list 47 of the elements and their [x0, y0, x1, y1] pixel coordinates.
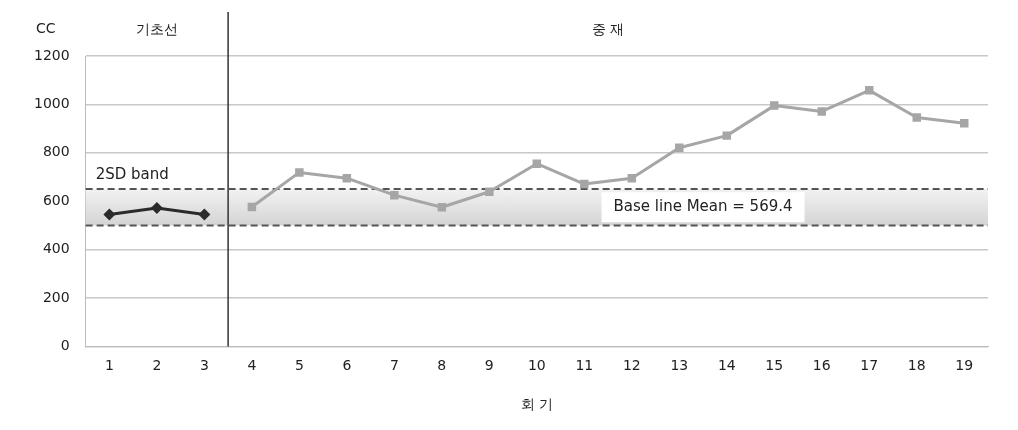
point — [295, 168, 304, 177]
x-tick-label: 9 — [484, 357, 494, 374]
point — [960, 119, 969, 128]
point — [198, 208, 211, 221]
x-axis-title: 회 기 — [520, 396, 554, 413]
x-tick-label: 2 — [152, 357, 162, 374]
y-tick-label: 400 — [42, 240, 70, 257]
x-tick-label: 11 — [575, 357, 594, 374]
x-tick-label: 7 — [389, 357, 399, 374]
y-tick-label: 1200 — [33, 46, 70, 63]
x-tick-label: 17 — [860, 357, 879, 374]
x-tick-label: 14 — [717, 357, 736, 374]
point — [770, 101, 779, 110]
point — [485, 187, 494, 197]
x-tick-label: 12 — [622, 357, 641, 374]
text: 중 재 — [591, 20, 625, 37]
point — [580, 179, 589, 189]
x-tick-label: 4 — [247, 357, 257, 374]
x-tick-label: 3 — [199, 357, 209, 374]
band-label: 2SD band — [95, 165, 169, 184]
y-tick-label: 0 — [60, 337, 70, 354]
x-tick-label: 13 — [670, 357, 689, 374]
y-tick-label: 200 — [42, 288, 70, 305]
point — [390, 190, 399, 200]
point — [150, 201, 163, 214]
point — [817, 107, 827, 116]
point — [532, 159, 542, 168]
x-tick-label: 8 — [437, 357, 447, 374]
x-tick-label: 18 — [907, 357, 926, 374]
point — [103, 208, 116, 221]
point — [912, 113, 921, 122]
point — [865, 86, 874, 95]
x-tick-label: 1 — [104, 357, 114, 374]
x-tick-label: 16 — [812, 357, 831, 374]
x-tick-label: 19 — [955, 357, 974, 374]
y-tick-label: 800 — [42, 143, 70, 160]
x-tick-label: 10 — [527, 357, 546, 374]
text: 기초선 — [135, 20, 178, 37]
annotation: Base line Mean = 569.4 — [613, 197, 793, 216]
x-tick-label: 5 — [294, 357, 304, 374]
y-tick-label: 600 — [42, 191, 70, 208]
y-tick-label: 1000 — [33, 95, 70, 112]
x-tick-label: 6 — [342, 357, 352, 374]
y-axis-title: CC — [36, 20, 56, 36]
point — [675, 143, 684, 152]
x-tick-label: 15 — [765, 357, 784, 374]
point — [722, 131, 732, 140]
